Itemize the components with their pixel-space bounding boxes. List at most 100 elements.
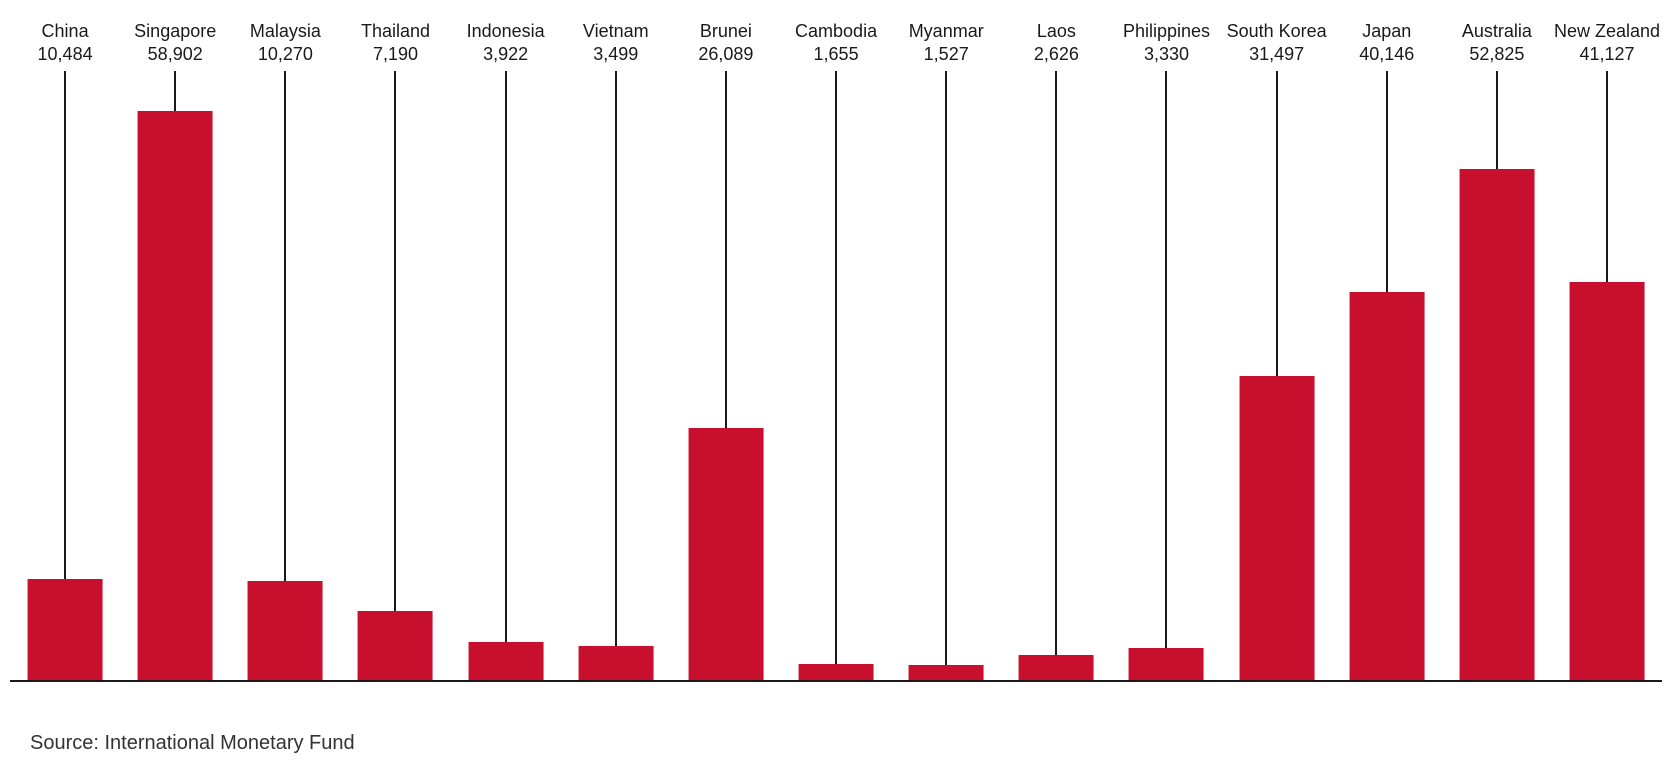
country-value: 7,190 <box>361 43 430 66</box>
country-value: 40,146 <box>1359 43 1414 66</box>
country-value: 10,270 <box>250 43 321 66</box>
bar <box>578 646 653 680</box>
column-label: Philippines3,330 <box>1123 20 1210 65</box>
country-value: 26,089 <box>698 43 753 66</box>
bar <box>248 581 323 680</box>
country-value: 1,655 <box>795 43 877 66</box>
chart-column: China10,484 <box>10 20 120 680</box>
bar <box>1129 648 1204 680</box>
bar <box>688 428 763 680</box>
column-label: Cambodia1,655 <box>795 20 877 65</box>
chart-column: Myanmar1,527 <box>891 20 1001 680</box>
chart-column: Brunei26,089 <box>671 20 781 680</box>
bar <box>1459 169 1534 680</box>
country-value: 3,499 <box>583 43 649 66</box>
chart-column: Cambodia1,655 <box>781 20 891 680</box>
column-label: Australia52,825 <box>1462 20 1532 65</box>
country-name: Thailand <box>361 20 430 43</box>
chart-column: Thailand7,190 <box>340 20 450 680</box>
stem-line <box>1165 71 1167 680</box>
bar <box>138 111 213 680</box>
bar <box>1570 282 1645 680</box>
stem-line <box>835 71 837 680</box>
bar <box>799 664 874 680</box>
column-label: Vietnam3,499 <box>583 20 649 65</box>
chart-column: Vietnam3,499 <box>561 20 671 680</box>
column-plot <box>561 71 671 680</box>
stem-line <box>394 71 396 680</box>
bar <box>1239 376 1314 680</box>
country-name: Singapore <box>134 20 216 43</box>
column-label: China10,484 <box>38 20 93 65</box>
country-value: 10,484 <box>38 43 93 66</box>
chart-container: China10,484 Singapore58,902 Malaysia10,270… <box>0 0 1672 755</box>
bar-chart: China10,484 Singapore58,902 Malaysia10,270… <box>10 20 1662 682</box>
column-label: Myanmar1,527 <box>909 20 984 65</box>
country-value: 2,626 <box>1034 43 1079 66</box>
chart-column: Laos2,626 <box>1001 20 1111 680</box>
country-name: Brunei <box>698 20 753 43</box>
column-label: Indonesia3,922 <box>467 20 545 65</box>
country-name: Indonesia <box>467 20 545 43</box>
country-value: 41,127 <box>1554 43 1660 66</box>
bar <box>28 579 103 680</box>
column-label: Thailand7,190 <box>361 20 430 65</box>
country-value: 31,497 <box>1227 43 1327 66</box>
country-value: 58,902 <box>134 43 216 66</box>
column-label: Malaysia10,270 <box>250 20 321 65</box>
country-value: 1,527 <box>909 43 984 66</box>
country-name: Australia <box>1462 20 1532 43</box>
column-label: New Zealand41,127 <box>1554 20 1660 65</box>
bar <box>909 665 984 680</box>
country-name: Malaysia <box>250 20 321 43</box>
chart-column: Malaysia10,270 <box>230 20 340 680</box>
chart-column: Singapore58,902 <box>120 20 230 680</box>
column-plot <box>451 71 561 680</box>
column-label: Brunei26,089 <box>698 20 753 65</box>
chart-column: Australia52,825 <box>1442 20 1552 680</box>
stem-line <box>945 71 947 680</box>
column-plot <box>1111 71 1221 680</box>
stem-line <box>505 71 507 680</box>
column-plot <box>1001 71 1111 680</box>
column-plot <box>1222 71 1332 680</box>
chart-column: Indonesia3,922 <box>451 20 561 680</box>
column-plot <box>120 71 230 680</box>
country-name: Cambodia <box>795 20 877 43</box>
column-plot <box>1552 71 1662 680</box>
column-plot <box>1442 71 1552 680</box>
country-name: Philippines <box>1123 20 1210 43</box>
chart-column: Philippines3,330 <box>1111 20 1221 680</box>
stem-line <box>615 71 617 680</box>
country-value: 3,922 <box>467 43 545 66</box>
chart-column: New Zealand41,127 <box>1552 20 1662 680</box>
bar <box>468 642 543 680</box>
chart-column: Japan40,146 <box>1332 20 1442 680</box>
chart-column: South Korea31,497 <box>1222 20 1332 680</box>
country-name: Laos <box>1034 20 1079 43</box>
stem-line <box>1055 71 1057 680</box>
column-plot <box>671 71 781 680</box>
column-label: Japan40,146 <box>1359 20 1414 65</box>
column-plot <box>781 71 891 680</box>
column-label: South Korea31,497 <box>1227 20 1327 65</box>
country-name: Vietnam <box>583 20 649 43</box>
column-plot <box>10 71 120 680</box>
country-value: 3,330 <box>1123 43 1210 66</box>
column-plot <box>891 71 1001 680</box>
country-name: South Korea <box>1227 20 1327 43</box>
bar <box>358 611 433 681</box>
source-note: Source: International Monetary Fund <box>10 682 1662 755</box>
column-plot <box>340 71 450 680</box>
column-label: Singapore58,902 <box>134 20 216 65</box>
column-plot <box>1332 71 1442 680</box>
country-value: 52,825 <box>1462 43 1532 66</box>
column-plot <box>230 71 340 680</box>
country-name: Japan <box>1359 20 1414 43</box>
country-name: China <box>38 20 93 43</box>
bar <box>1019 655 1094 680</box>
bar <box>1349 292 1424 680</box>
country-name: New Zealand <box>1554 20 1660 43</box>
country-name: Myanmar <box>909 20 984 43</box>
column-label: Laos2,626 <box>1034 20 1079 65</box>
